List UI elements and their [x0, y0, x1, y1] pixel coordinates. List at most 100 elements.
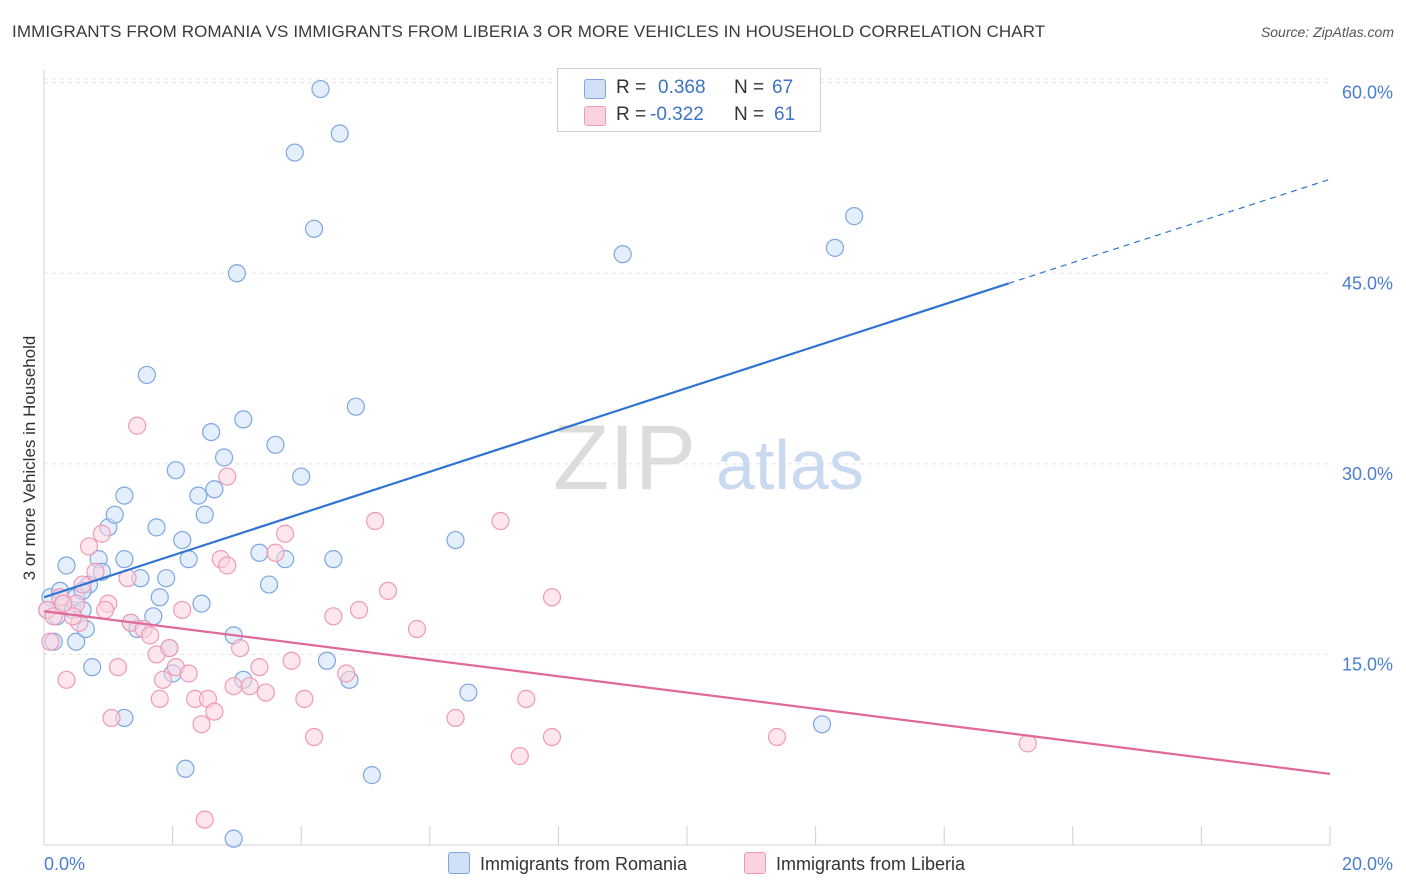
- point-liberia: [510, 746, 529, 766]
- point-liberia: [542, 727, 562, 747]
- point-liberia: [79, 537, 99, 556]
- point-romania: [311, 79, 330, 99]
- point-romania: [227, 264, 246, 283]
- point-liberia: [54, 594, 73, 613]
- point-romania: [173, 530, 192, 550]
- point-romania: [147, 518, 166, 537]
- point-liberia: [179, 664, 198, 683]
- bottom-legend-romania: Immigrants from Romania: [448, 852, 687, 875]
- bottom-legend-label-liberia: Immigrants from Liberia: [776, 854, 966, 874]
- point-liberia: [517, 689, 536, 708]
- watermark-zip: ZIP: [553, 407, 696, 509]
- point-romania: [459, 683, 478, 702]
- point-liberia: [767, 727, 787, 747]
- point-liberia: [266, 543, 285, 562]
- point-liberia: [95, 600, 115, 620]
- legend-swatch-liberia: [584, 106, 606, 126]
- point-romania: [205, 480, 224, 499]
- point-romania: [362, 766, 382, 785]
- point-liberia: [256, 683, 275, 702]
- point-romania: [189, 486, 208, 505]
- legend-r-label: R =: [616, 77, 647, 98]
- point-liberia: [276, 524, 295, 543]
- y-tick-label: 60.0%: [1342, 83, 1393, 103]
- point-liberia: [173, 600, 192, 620]
- point-romania: [845, 207, 864, 226]
- point-liberia: [205, 702, 224, 721]
- series-liberia-points: [38, 416, 1037, 829]
- trend-line-liberia: [43, 610, 1331, 775]
- legend-r-value-liberia: -0.322: [650, 104, 704, 125]
- point-liberia: [108, 658, 128, 677]
- watermark: ZIP atlas: [553, 407, 864, 509]
- legend-r-value-romania: 0.368: [658, 77, 706, 98]
- point-liberia: [446, 708, 465, 728]
- point-liberia: [92, 524, 111, 543]
- legend-n-label: N =: [734, 104, 765, 125]
- trend-line-romania-extension: [1008, 178, 1331, 285]
- point-liberia: [240, 677, 259, 696]
- ticks: 15.0% 30.0% 45.0% 60.0% 0.0% 20.0%: [44, 83, 1393, 874]
- point-romania: [250, 543, 269, 562]
- point-liberia: [128, 416, 147, 435]
- point-romania: [812, 715, 832, 734]
- point-liberia: [304, 727, 324, 747]
- legend-row-romania: R = 0.368 N = 67: [558, 77, 820, 101]
- point-liberia: [231, 638, 250, 658]
- x-tick-label: 20.0%: [1342, 854, 1393, 874]
- point-romania: [115, 550, 134, 569]
- point-liberia: [140, 626, 160, 645]
- bottom-legend-swatch-romania: [448, 852, 470, 874]
- point-romania: [202, 422, 221, 442]
- trend-line-romania: [43, 282, 1009, 599]
- point-romania: [192, 594, 211, 613]
- legend-swatch-romania: [584, 79, 606, 99]
- legend-box: R = 0.368 N = 67 R = -0.322 N = 61: [557, 68, 821, 132]
- legend-r-label: R =: [616, 104, 647, 125]
- point-liberia: [407, 619, 427, 639]
- point-liberia: [41, 632, 60, 651]
- watermark-atlas: atlas: [716, 426, 864, 504]
- trend-lines: [43, 178, 1331, 775]
- point-liberia: [337, 664, 356, 683]
- y-tick-label: 45.0%: [1342, 273, 1393, 293]
- point-romania: [234, 410, 253, 429]
- point-liberia: [218, 467, 237, 486]
- point-romania: [446, 530, 465, 550]
- point-liberia: [295, 689, 314, 708]
- point-liberia: [195, 810, 214, 829]
- point-romania: [285, 143, 304, 162]
- point-liberia: [378, 581, 398, 601]
- chart-title: IMMIGRANTS FROM ROMANIA VS IMMIGRANTS FR…: [12, 22, 1046, 41]
- bottom-legend-label-romania: Immigrants from Romania: [480, 854, 688, 874]
- point-liberia: [218, 556, 237, 575]
- point-liberia: [224, 677, 243, 696]
- point-romania: [57, 556, 76, 575]
- point-liberia: [542, 588, 562, 607]
- point-romania: [214, 448, 234, 467]
- point-romania: [346, 397, 365, 416]
- point-liberia: [349, 600, 369, 620]
- point-liberia: [102, 708, 121, 728]
- point-romania: [613, 245, 632, 264]
- point-romania: [317, 651, 337, 670]
- bottom-legend-swatch-liberia: [744, 852, 766, 874]
- gridlines: [44, 78, 1330, 655]
- y-tick-label: 15.0%: [1342, 654, 1393, 674]
- point-liberia: [150, 689, 169, 708]
- point-romania: [195, 505, 214, 524]
- point-romania: [825, 238, 844, 257]
- point-romania: [157, 569, 176, 588]
- point-liberia: [153, 670, 173, 689]
- x-tick-label: 0.0%: [44, 854, 85, 874]
- source-label: Source: ZipAtlas.com: [1260, 24, 1394, 40]
- point-romania: [224, 829, 243, 848]
- point-romania: [176, 759, 195, 778]
- legend-n-value-romania: 67: [772, 77, 794, 98]
- point-romania: [105, 505, 124, 524]
- point-liberia: [324, 607, 343, 626]
- bottom-legend-liberia: Immigrants from Liberia: [744, 852, 965, 875]
- point-romania: [259, 575, 279, 594]
- point-romania: [304, 219, 324, 238]
- point-romania: [115, 486, 134, 505]
